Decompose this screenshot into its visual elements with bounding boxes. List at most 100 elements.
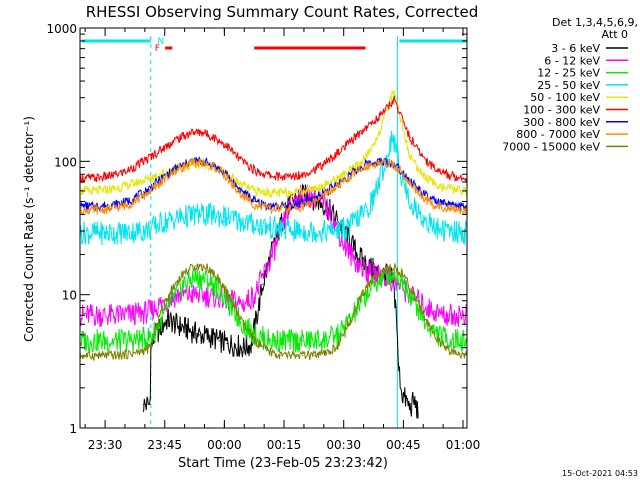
data-point [441, 203, 443, 205]
data-point [127, 170, 129, 172]
data-point [361, 294, 363, 296]
data-point [433, 226, 435, 228]
data-point [445, 230, 447, 232]
data-point [214, 165, 216, 167]
data-point [445, 314, 447, 316]
data-point [421, 303, 423, 305]
data-point [318, 198, 320, 200]
data-point [238, 192, 240, 194]
data-point [433, 183, 435, 185]
data-point [349, 319, 352, 321]
data-point [150, 347, 152, 349]
data-point [158, 223, 161, 225]
data-point [210, 336, 212, 338]
data-point [150, 310, 152, 312]
data-point [401, 272, 403, 274]
data-point [337, 344, 340, 346]
data-point [111, 188, 113, 190]
legend-label: 12 - 25 keV [537, 67, 600, 80]
data-point [294, 198, 296, 200]
data-point [254, 200, 256, 203]
y-tick-label: 100 [54, 155, 77, 169]
data-point [218, 288, 220, 290]
x-tick-label: 00:45 [386, 438, 421, 452]
data-point [270, 208, 272, 210]
data-point [95, 190, 97, 192]
data-point [373, 120, 375, 122]
series-800-7000-kev [79, 157, 468, 216]
data-point [361, 130, 363, 132]
data-point [433, 166, 435, 168]
data-point [334, 221, 336, 223]
series-layer [79, 89, 468, 419]
data-point [286, 176, 288, 178]
data-point [158, 183, 161, 185]
data-point [397, 166, 399, 168]
data-point [202, 161, 204, 164]
data-point [409, 200, 411, 203]
data-point [403, 123, 405, 125]
data-point [397, 107, 399, 109]
data-point [302, 190, 304, 192]
data-point [149, 403, 151, 406]
data-point [302, 173, 304, 175]
data-point [286, 208, 288, 210]
data-point [230, 300, 232, 302]
plot-frame [79, 27, 468, 429]
data-point [409, 155, 411, 157]
data-point [369, 150, 371, 152]
data-point [389, 103, 391, 105]
data-point [373, 195, 375, 197]
data-point [174, 170, 177, 172]
data-point [218, 215, 220, 217]
data-point [391, 133, 393, 135]
data-point [401, 278, 403, 281]
data-point [158, 150, 161, 152]
legend-label: 3 - 6 keV [551, 42, 600, 55]
y-tick-label: 10 [62, 289, 77, 303]
data-point [314, 340, 316, 342]
data-point [389, 163, 391, 165]
data-point [218, 278, 220, 281]
data-point [99, 314, 101, 316]
data-point [290, 340, 292, 342]
data-point [449, 188, 451, 190]
data-point [449, 175, 451, 177]
y-tick-label: 1 [69, 422, 77, 436]
data-point [226, 177, 228, 179]
data-point [190, 131, 192, 133]
legend-label: 25 - 50 keV [537, 79, 600, 92]
data-point [162, 323, 165, 325]
data-point [139, 313, 141, 315]
data-point [341, 228, 344, 230]
data-point [417, 191, 419, 193]
y-tick-label: 1000 [46, 22, 77, 36]
data-point [334, 185, 336, 187]
data-point [353, 248, 355, 250]
data-point [111, 208, 113, 210]
series-line [79, 95, 468, 183]
data-point [397, 363, 399, 365]
data-point [143, 403, 145, 406]
data-point [278, 340, 280, 342]
data-point [127, 200, 129, 203]
data-point [238, 183, 240, 185]
data-point [170, 300, 173, 302]
data-point [357, 216, 359, 218]
data-point [119, 314, 121, 316]
data-point [302, 195, 304, 197]
ticks-layer: 23:30 23:45 00:00 00:15 00:30 00:45 01:00 1 10 10… [46, 22, 480, 452]
data-point [198, 294, 200, 296]
data-point [397, 283, 399, 285]
data-point [385, 268, 387, 270]
data-point [393, 89, 395, 92]
data-point [99, 232, 101, 234]
data-point [318, 186, 320, 188]
data-point [286, 213, 288, 215]
data-point [234, 344, 236, 346]
data-point [365, 165, 367, 167]
x-axis-label: Start Time (23-Feb-05 23:23:42) [178, 456, 388, 471]
data-point [178, 216, 180, 218]
